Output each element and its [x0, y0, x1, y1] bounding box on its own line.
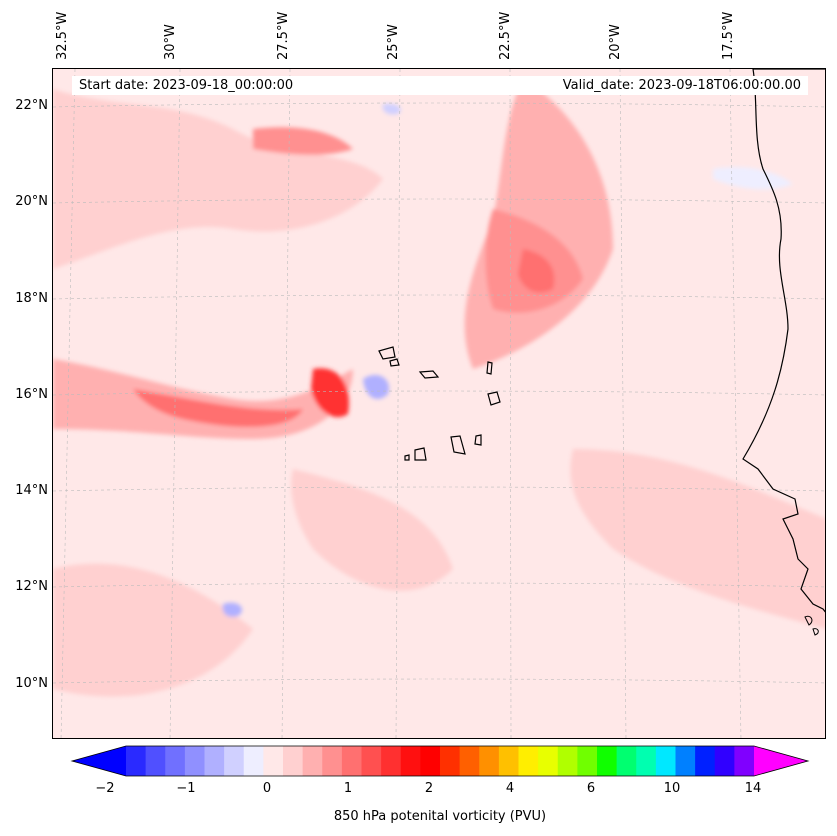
colorbar-segment — [734, 746, 755, 776]
pv-band-west-core — [133, 389, 303, 427]
pv-region-ne-max — [518, 249, 555, 293]
colorbar-segment — [322, 746, 343, 776]
island-maio — [474, 434, 482, 446]
island-boa-vista — [487, 391, 501, 406]
colorbar-segment — [597, 746, 618, 776]
lon-label-27-5w: 27.5°W — [276, 11, 291, 60]
colorbar-tick-6: 6 — [586, 781, 596, 796]
cape-verde-islands — [378, 346, 501, 461]
pv-region-southeast — [570, 449, 825, 629]
lon-label-17-5w: 17.5°W — [721, 11, 736, 60]
colorbar-extend-min — [72, 746, 126, 776]
colorbar-segment — [263, 746, 284, 776]
colorbar-segment — [165, 746, 186, 776]
colorbar-segment — [243, 746, 264, 776]
pv-contours — [53, 79, 825, 697]
colorbar-segment — [518, 746, 539, 776]
start-date-text: Start date: 2023-09-18_00:00:00 — [79, 78, 294, 93]
island-santiago — [450, 435, 466, 455]
colorbar-segment — [341, 746, 362, 776]
lat-label-22n: 22°N — [15, 98, 48, 113]
colorbar-tick-2: 2 — [424, 781, 434, 796]
lat-label-20n: 20°N — [15, 194, 48, 209]
island-fogo — [414, 447, 427, 461]
colorbar-tick-1: 1 — [343, 781, 353, 796]
pv-negative-patch-central — [363, 374, 389, 399]
colorbar-tick-neg1: −1 — [176, 781, 196, 796]
colorbar-extend-max — [754, 746, 808, 776]
lon-label-30w: 30°W — [163, 24, 178, 60]
colorbar-segment — [302, 746, 323, 776]
pv-negative-patch-south — [222, 602, 243, 617]
pv-negative-patch-north — [382, 103, 401, 115]
lon-label-25w: 25°W — [386, 24, 401, 60]
colorbar-segment — [420, 746, 441, 776]
island-sal — [486, 361, 493, 375]
island-brava — [404, 454, 410, 461]
colorbar-segment — [145, 746, 166, 776]
lat-label-12n: 12°N — [15, 579, 48, 594]
island-sao-nicolau — [418, 370, 440, 379]
colorbar-tick-0: 0 — [262, 781, 272, 796]
colorbar-segment — [184, 746, 205, 776]
lat-label-14n: 14°N — [15, 483, 48, 498]
pv-band-west-max — [311, 368, 349, 418]
pv-field-map — [53, 69, 825, 738]
colorbar-segment — [204, 746, 225, 776]
colorbar-segment — [224, 746, 245, 776]
lon-label-32-5w: 32.5°W — [55, 11, 70, 60]
colorbar-segment — [577, 746, 598, 776]
colorbar-segment — [440, 746, 461, 776]
colorbar-tick-10: 10 — [663, 781, 681, 796]
colorbar-segment — [714, 746, 735, 776]
colorbar-segment — [381, 746, 402, 776]
pv-region-southwest — [53, 563, 253, 697]
colorbar-segment — [479, 746, 500, 776]
pv-region-north-streak — [253, 127, 353, 155]
island-santo-antao — [378, 346, 396, 360]
africa-coastline — [742, 69, 825, 613]
colorbar-segment — [695, 746, 716, 776]
lat-label-10n: 10°N — [15, 676, 48, 691]
pv-region-central-south — [291, 469, 453, 591]
colorbar-outline — [70, 745, 810, 777]
pv-negative-patch-east — [713, 167, 793, 190]
colorbar-segment — [126, 746, 147, 776]
lon-label-20w: 20°W — [608, 24, 623, 60]
colorbar — [70, 745, 810, 777]
colorbar-label: 850 hPa potenital vorticity (PVU) — [333, 809, 547, 824]
map-panel — [52, 68, 826, 739]
colorbar-segment — [636, 746, 657, 776]
colorbar-segment — [400, 746, 421, 776]
graticule — [53, 69, 825, 738]
colorbar-segment — [557, 746, 578, 776]
colorbar-segment — [361, 746, 382, 776]
colorbar-tick-neg2: −2 — [95, 781, 115, 796]
colorbar-segment — [655, 746, 676, 776]
colorbar-segment — [675, 746, 696, 776]
lat-label-16n: 16°N — [15, 387, 48, 402]
valid-date-text: Valid_date: 2023-09-18T06:00:00.00 — [562, 78, 801, 93]
date-header-box — [72, 76, 808, 95]
colorbar-tick-14: 14 — [744, 781, 762, 796]
colorbar-segment — [498, 746, 519, 776]
lon-label-22-5w: 22.5°W — [498, 11, 513, 60]
colorbar-tick-4: 4 — [505, 781, 515, 796]
island-sao-vicente — [389, 358, 400, 367]
pv-region-northwest — [53, 89, 383, 269]
colorbar-segment — [283, 746, 304, 776]
colorbar-segment — [459, 746, 480, 776]
lat-label-18n: 18°N — [15, 291, 48, 306]
colorbar-segment — [616, 746, 637, 776]
bijagos-islands — [804, 615, 819, 636]
colorbar-segment — [538, 746, 559, 776]
